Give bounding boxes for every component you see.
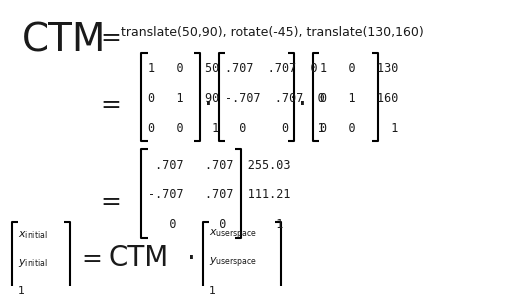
Text: 0   1   160: 0 1 160 [319,92,398,105]
Text: $x_{\mathrm{initial}}$: $x_{\mathrm{initial}}$ [18,229,47,241]
Text: CTM: CTM [22,21,106,59]
Text: 1   0   50: 1 0 50 [148,62,219,75]
Text: ·: · [204,91,212,119]
Text: =: = [101,190,121,214]
Text: CTM: CTM [109,244,168,272]
Text: =: = [101,93,121,117]
Text: 1: 1 [209,286,216,295]
Text: .707   .707  255.03: .707 .707 255.03 [148,159,290,171]
Text: $y_{\mathrm{userspace}}$: $y_{\mathrm{userspace}}$ [209,255,257,270]
Text: -.707   .707  111.21: -.707 .707 111.21 [148,188,290,201]
Text: 0     0    1: 0 0 1 [225,122,325,134]
Text: =: = [82,247,103,271]
Text: ·: · [187,245,196,274]
Text: 0   0     1: 0 0 1 [319,122,398,134]
Text: ·: · [298,91,307,119]
Text: 1: 1 [18,286,25,295]
Text: =: = [101,25,121,49]
Text: 0      0       1: 0 0 1 [148,218,284,231]
Text: translate(50,90), rotate(-45), translate(130,160): translate(50,90), rotate(-45), translate… [121,25,424,38]
Text: 0   1   90: 0 1 90 [148,92,219,105]
Text: -.707  .707  0: -.707 .707 0 [225,92,325,105]
Text: 0   0    1: 0 0 1 [148,122,219,134]
Text: 1   0   130: 1 0 130 [319,62,398,75]
Text: $x_{\mathrm{userspace}}$: $x_{\mathrm{userspace}}$ [209,228,257,242]
Text: $y_{\mathrm{initial}}$: $y_{\mathrm{initial}}$ [18,257,47,269]
Text: .707  .707  0: .707 .707 0 [225,62,318,75]
